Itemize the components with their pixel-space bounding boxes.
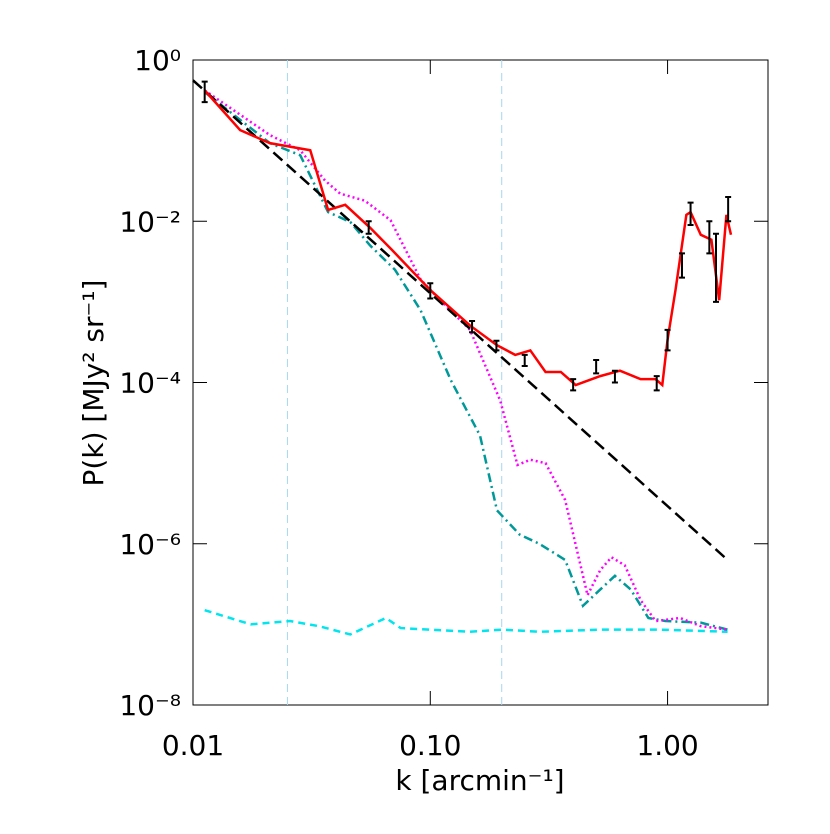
series-line — [203, 89, 733, 388]
y-tick-label: 10⁻⁸ — [119, 689, 181, 722]
y-tick-label: 10⁰ — [134, 44, 181, 77]
error-bar — [725, 195, 732, 223]
y-tick-label: 10⁻⁶ — [119, 528, 181, 561]
error-bar — [570, 378, 577, 392]
x-tick-label: 0.10 — [399, 729, 461, 762]
error-bar — [201, 80, 208, 104]
error-bar — [365, 220, 372, 235]
error-bar — [469, 319, 476, 334]
series-line — [192, 79, 729, 561]
x-tick-label: 0.01 — [162, 729, 224, 762]
x-axis-label: k [arcmin⁻¹] — [395, 764, 564, 797]
error-bar — [706, 220, 713, 255]
error-bar — [493, 339, 500, 352]
y-tick-label: 10⁻⁴ — [119, 367, 181, 400]
error-bar — [593, 359, 600, 375]
error-bar — [427, 282, 434, 300]
error-bar — [611, 369, 618, 384]
x-tick-label: 1.00 — [636, 729, 698, 762]
y-tick-label: 10⁻² — [119, 205, 181, 238]
error-bar — [521, 353, 528, 368]
error-bar — [678, 252, 685, 279]
series-line — [204, 608, 728, 636]
series-line — [203, 91, 728, 631]
y-axis-label: P(k) [MJy² sr⁻¹] — [77, 280, 110, 487]
error-bar — [687, 201, 694, 226]
error-bar — [664, 328, 671, 352]
error-bar — [653, 375, 660, 392]
series-line — [203, 89, 728, 631]
error-bar — [713, 232, 720, 303]
